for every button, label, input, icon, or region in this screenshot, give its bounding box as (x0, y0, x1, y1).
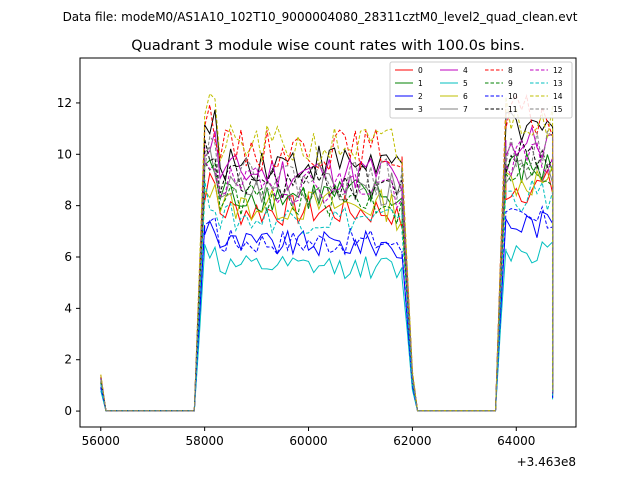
series-line-12 (100, 138, 554, 412)
x-tick-label: 60000 (289, 434, 327, 448)
legend-label-1: 1 (418, 79, 423, 88)
legend-label-11: 11 (508, 105, 518, 114)
legend-label-0: 0 (418, 66, 423, 75)
series-line-5 (100, 240, 554, 412)
chart-title: Quadrant 3 module wise count rates with … (131, 38, 525, 54)
legend-label-10: 10 (508, 92, 518, 101)
x-tick-label: 58000 (186, 434, 224, 448)
series-line-13 (100, 178, 554, 412)
legend-label-14: 14 (553, 92, 563, 101)
legend-label-8: 8 (508, 66, 513, 75)
legend-label-2: 2 (418, 92, 423, 101)
y-tick-label: 4 (64, 301, 72, 315)
legend-label-9: 9 (508, 79, 513, 88)
y-tick-label: 6 (64, 250, 72, 264)
legend-label-12: 12 (553, 66, 563, 75)
x-tick-label: 62000 (393, 434, 431, 448)
legend-label-5: 5 (463, 79, 468, 88)
x-offset-label: +3.463e8 (517, 455, 576, 469)
legend-label-3: 3 (418, 105, 423, 114)
x-axis: 56000 58000 60000 62000 64000 (82, 427, 535, 448)
series-line-10 (100, 205, 554, 412)
series-lines (100, 92, 554, 412)
legend-box (389, 61, 573, 119)
legend-label-4: 4 (463, 66, 468, 75)
y-tick-label: 8 (64, 199, 72, 213)
axes-frame (79, 57, 577, 428)
legend-label-6: 6 (463, 92, 468, 101)
y-tick-label: 10 (57, 147, 72, 161)
x-tick-label: 64000 (497, 434, 535, 448)
series-line-2 (100, 211, 554, 412)
y-tick-label: 2 (64, 353, 72, 367)
y-tick-label: 0 (64, 404, 72, 418)
series-line-9 (100, 160, 554, 412)
legend-label-7: 7 (463, 105, 468, 114)
legend-label-15: 15 (553, 105, 563, 114)
y-axis: 0 2 4 6 8 10 12 (57, 96, 80, 418)
suptitle: Data file: modeM0/AS1A10_102T10_90000040… (63, 10, 578, 24)
x-tick-label: 56000 (82, 434, 120, 448)
legend-label-13: 13 (553, 79, 563, 88)
y-tick-label: 12 (57, 96, 72, 110)
series-line-14 (100, 92, 554, 412)
